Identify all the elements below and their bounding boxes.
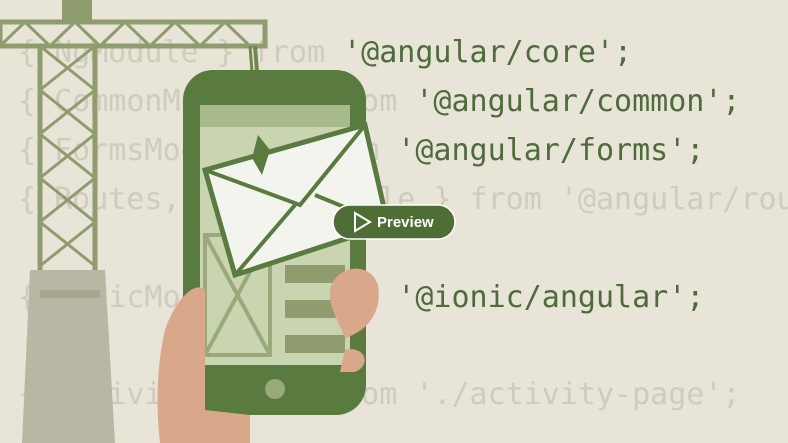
code-suffix: ; bbox=[686, 280, 704, 315]
code-line: { ActivityPage } from './activity-page'; bbox=[18, 377, 740, 412]
code-module: '@angular/router' bbox=[560, 182, 788, 217]
crane bbox=[0, 0, 268, 443]
code-module: '@angular/core' bbox=[343, 35, 614, 70]
preview-button[interactable]: Preview bbox=[332, 204, 456, 240]
code-suffix: ; bbox=[686, 133, 704, 168]
code-suffix: ; bbox=[722, 377, 740, 412]
code-module: '@angular/common' bbox=[415, 84, 722, 119]
code-module: '@ionic/angular' bbox=[397, 280, 686, 315]
code-module: './activity-page' bbox=[415, 377, 722, 412]
code-line: { NgModule } from '@angular/core'; bbox=[18, 35, 632, 70]
button-background[interactable] bbox=[332, 204, 456, 240]
code-line: { CommonModule } from '@angular/common'; bbox=[18, 84, 740, 119]
code-module: '@angular/forms' bbox=[397, 133, 686, 168]
code-suffix: ; bbox=[722, 84, 740, 119]
button-label[interactable]: Preview bbox=[377, 214, 434, 231]
code-suffix: ; bbox=[614, 35, 632, 70]
code-prefix: { NgModule } from bbox=[18, 35, 343, 70]
play-icon[interactable] bbox=[354, 211, 372, 233]
hand bbox=[157, 268, 379, 443]
